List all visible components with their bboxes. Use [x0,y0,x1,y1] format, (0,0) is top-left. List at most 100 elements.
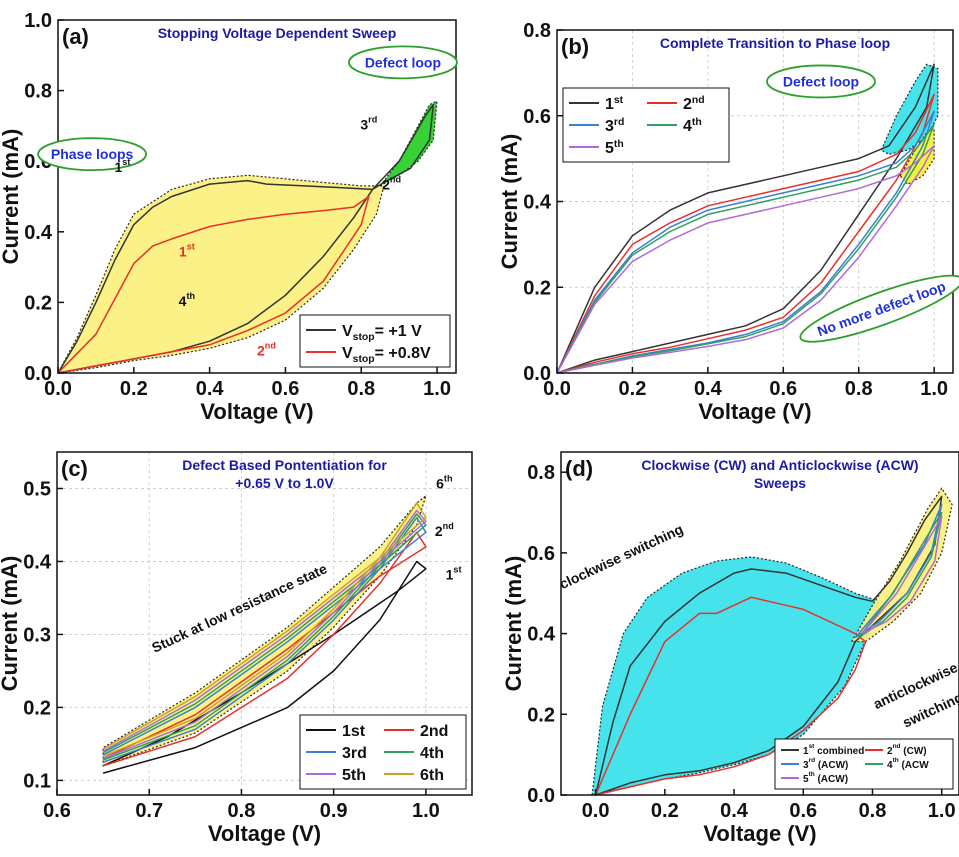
y-tick-label: 0.4 [527,624,556,646]
annotation-ellipse [799,274,959,343]
series-line [102,560,427,774]
y-tick-label: 0.2 [527,704,555,726]
x-axis-label: Voltage (V) [698,399,811,424]
annotation-text: 4th [179,291,195,309]
y-axis-label: Current (mA) [497,134,522,270]
chart-title: +0.65 V to 1.0V [235,475,334,491]
annotation-bubble: Defect loop [348,45,458,80]
legend-label: 2nd (CW) [887,743,927,757]
panel-label: (c) [61,456,88,481]
legend-label: 3rd (ACW) [803,757,848,771]
annotation-text: 1st [114,157,130,175]
y-tick-label: 0.0 [523,363,551,385]
legend-label: 4th [420,745,444,762]
series-line [57,195,370,374]
legend-label: 5th [342,767,366,784]
x-tick-label: 0.4 [720,800,749,822]
annotation-text: clockwise switching [557,521,686,592]
panel-label: (a) [62,24,89,49]
x-tick-label: 0.6 [43,800,71,822]
panel-c: 0.6 0.7 0.8 0.9 1.0 0.1 0.2 0.3 0.4 0.5 Voltage (V… [0,451,473,846]
y-axis-label: Current (mA) [0,556,22,692]
legend-label: 1st [342,723,366,740]
legend: 1st 2nd 3rd 4th 5th 6th [299,714,467,790]
series-line [102,513,427,761]
annotation-bubble: Phase loops [37,137,148,172]
x-tick-label: 0.2 [651,800,679,822]
annotation-bubble: Defect loop [766,64,876,99]
y-tick-label: 0.4 [24,222,53,244]
x-tick-label: 0.0 [582,800,610,822]
y-tick-label: 0.0 [527,785,555,807]
x-tick-label: 0.6 [789,800,817,822]
panel-b: 0.0 0.2 0.4 0.6 0.8 1.0 0.0 0.2 0.4 0.6 0.8 Voltage… [497,20,959,424]
y-axis-label: Current (mA) [0,129,23,265]
x-tick-label: 0.8 [845,378,873,400]
annotation-text: Defect loop [783,73,859,89]
series-line [102,516,427,763]
legend-box [299,314,451,368]
annotation-text: 6th [436,473,452,491]
panel-a: 0.0 0.2 0.4 0.6 0.8 1.00.00.20.40.60.81.0Volt… [0,10,458,424]
series-line [594,596,867,796]
legend-label: 5th [605,139,624,157]
series-line [556,110,935,374]
legend-label: 5th (ACW) [803,771,848,785]
annotation-text: 1st [446,565,462,583]
x-axis-label: Voltage (V) [208,821,321,846]
fill-region [56,174,385,374]
y-tick-label: 0.2 [23,697,51,719]
chart-title: Stopping Voltage Dependent Sweep [158,25,397,41]
x-tick-label: 1.0 [423,378,451,400]
series-line [556,145,935,374]
series-line [861,515,943,635]
series-line [556,93,935,374]
annotation-text: 3rd [360,114,377,132]
chart-title: Complete Transition to Phase loop [660,35,890,51]
legend-label: Vstop= +0.8V [342,345,431,365]
x-tick-label: 0.4 [196,378,225,400]
y-tick-label: 0.8 [24,81,52,103]
x-tick-label: 0.7 [135,800,163,822]
chart-title: Defect Based Pontentiation for [182,457,387,473]
y-tick-label: 0.0 [24,363,52,385]
annotation-text: 2nd [257,340,276,358]
x-tick-label: 1.0 [920,378,948,400]
legend-label: 6th [420,767,444,784]
annotation-text: 2nd [382,174,401,192]
x-tick-label: 0.8 [228,800,256,822]
series-line [556,123,935,374]
x-tick-label: 0.9 [320,800,348,822]
x-tick-label: 0.0 [44,378,72,400]
annotation-text: 1st [179,242,195,260]
legend-label: Vstop= +1 V [342,323,422,343]
x-tick-label: 0.8 [859,800,887,822]
fill-region [850,487,953,643]
annotation-ellipse [766,64,876,99]
y-tick-label: 0.4 [523,192,552,214]
x-tick-label: 0.2 [619,378,647,400]
panel-d: 0.0 0.2 0.4 0.6 0.8 1.0 0.0 0.2 0.4 0.6 0.8 Voltage… [501,451,959,846]
x-tick-label: 1.0 [928,800,956,822]
y-tick-label: 0.2 [24,292,52,314]
annotation-ellipse [37,137,148,172]
y-tick-label: 0.5 [23,478,51,500]
y-tick-label: 0.6 [523,106,551,128]
axes-frame [560,451,959,796]
x-tick-label: 0.2 [120,378,148,400]
x-tick-label: 0.8 [347,378,375,400]
legend-label: 1st [605,95,624,113]
y-tick-label: 0.3 [23,624,51,646]
annotation-text: Phase loops [51,146,134,162]
y-tick-label: 0.8 [523,20,551,42]
series-line [102,509,427,760]
annotation-text: Defect loop [365,54,441,70]
series-line [858,511,943,639]
series-line [594,495,943,796]
x-axis-label: Voltage (V) [703,821,816,846]
series-line [102,502,427,757]
y-tick-label: 1.0 [24,10,52,32]
x-tick-label: 0.4 [694,378,723,400]
